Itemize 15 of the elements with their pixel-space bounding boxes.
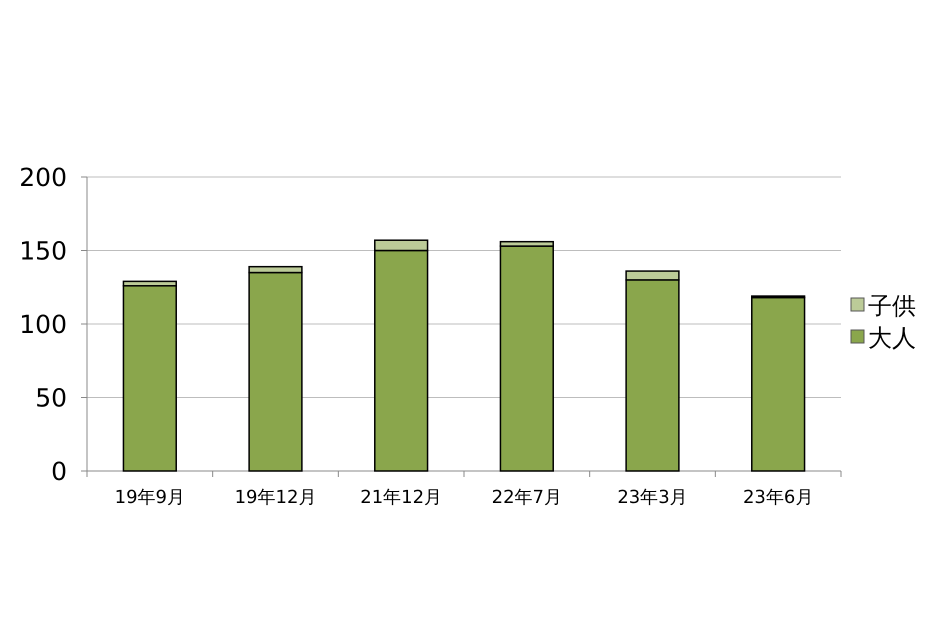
bar <box>751 296 806 472</box>
legend-label: 大人 <box>868 324 916 352</box>
y-tick-label: 150 <box>19 236 67 266</box>
x-tick-label: 19年9月 <box>114 487 186 508</box>
x-tick-label: 23年6月 <box>742 487 814 508</box>
x-tick-label: 23年3月 <box>617 487 688 508</box>
x-tick-label: 19年12月 <box>234 487 316 508</box>
y-tick-label: 100 <box>19 310 67 339</box>
bar <box>500 245 554 472</box>
x-tick-label: 21年12月 <box>360 487 442 508</box>
y-tick-label: 200 <box>19 163 67 192</box>
y-tick-label: 50 <box>35 384 67 412</box>
y-tick-label: 0 <box>51 457 67 486</box>
x-tick-label: 22年7月 <box>492 487 562 508</box>
legend-label: 子供 <box>868 292 916 320</box>
